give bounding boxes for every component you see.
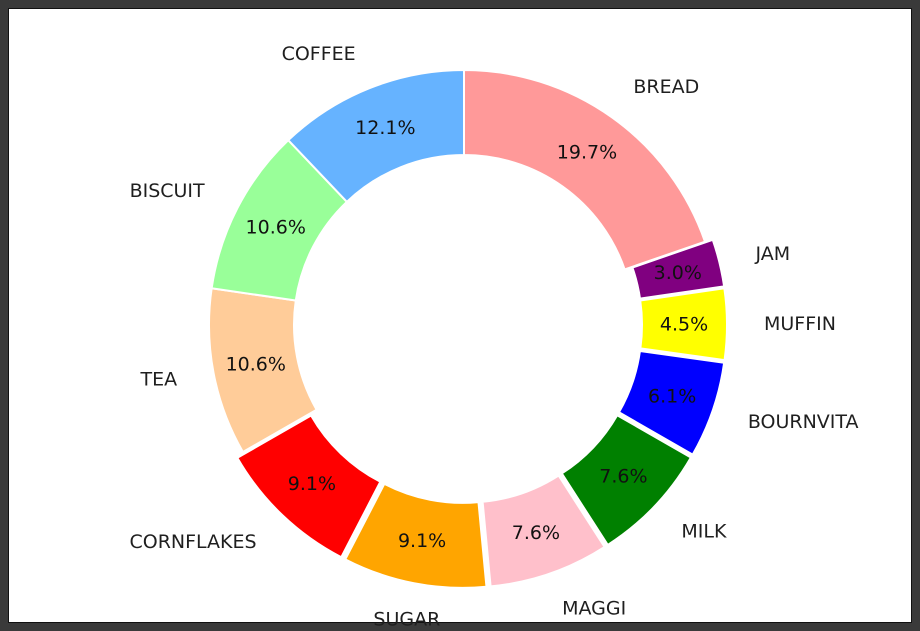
slice-bournvita (617, 349, 726, 456)
category-label-bournvita: BOURNVITA (748, 411, 859, 433)
category-label-milk: MILK (681, 521, 727, 543)
pct-label-milk: 7.6% (599, 466, 647, 488)
category-label-biscuit: BISCUIT (130, 180, 205, 202)
slice-jam (631, 238, 726, 300)
pct-label-muffin: 4.5% (660, 313, 708, 335)
category-label-cornflakes: CORNFLAKES (129, 531, 256, 553)
slice-coffee (286, 68, 465, 204)
slices-layer (208, 68, 728, 589)
pct-label-maggi: 7.6% (512, 522, 560, 544)
category-label-sugar: SUGAR (373, 609, 440, 631)
category-label-bread: BREAD (633, 76, 699, 98)
pct-label-cornflakes: 9.1% (288, 473, 336, 495)
slice-bread (463, 68, 707, 271)
category-label-coffee: COFFEE (282, 43, 356, 65)
labels-layer: 19.7% BREAD 3.0% JAM 4.5% MUFFIN 6.1% BOURNVITA… (129, 43, 858, 631)
pct-label-bread: 19.7% (557, 141, 617, 163)
pct-label-bournvita: 6.1% (648, 385, 696, 407)
category-label-muffin: MUFFIN (764, 313, 836, 335)
slice-muffin (639, 287, 728, 362)
pct-label-jam: 3.0% (654, 262, 702, 284)
slice-cornflakes (236, 414, 382, 559)
category-label-jam: JAM (754, 243, 790, 265)
slice-sugar (343, 482, 488, 589)
slice-maggi (481, 474, 606, 588)
slice-milk (560, 413, 693, 547)
pct-label-tea: 10.6% (226, 354, 286, 376)
category-label-maggi: MAGGI (562, 598, 626, 620)
pct-label-biscuit: 10.6% (246, 217, 306, 239)
pct-label-coffee: 12.1% (355, 117, 415, 139)
pct-label-sugar: 9.1% (398, 530, 446, 552)
category-label-tea: TEA (140, 369, 178, 391)
